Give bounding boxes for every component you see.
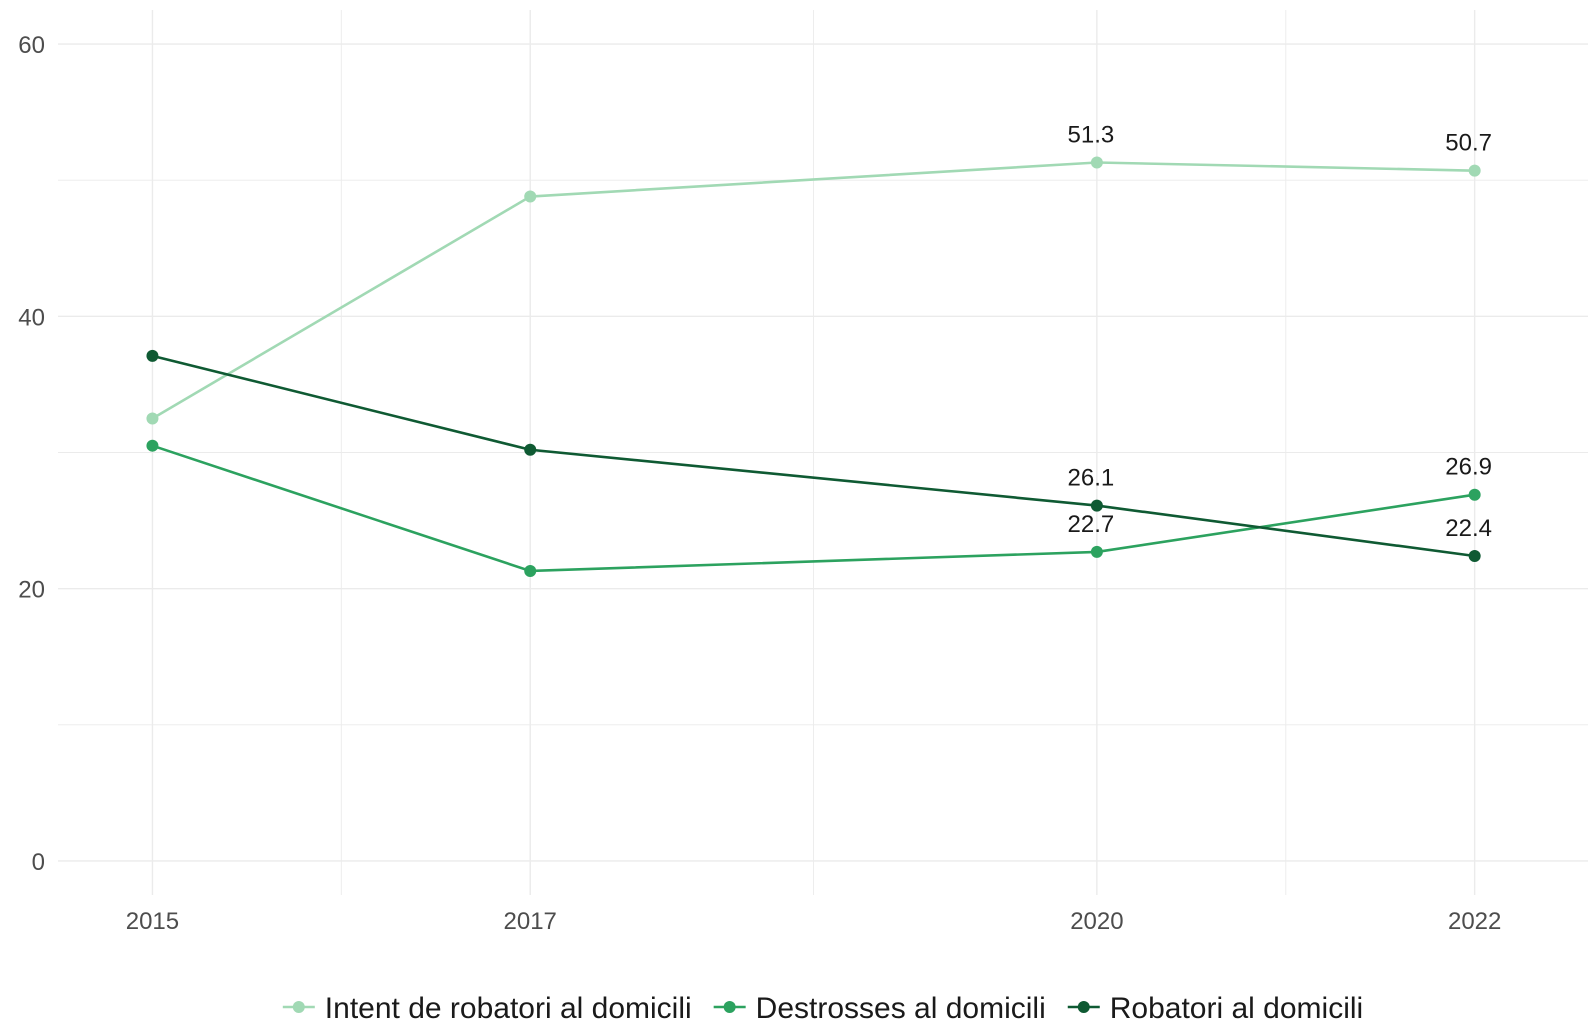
- y-tick-label: 60: [18, 32, 45, 59]
- legend-item: Destrosses al domicili: [713, 992, 1046, 1025]
- data-label: 51.3: [1068, 121, 1115, 148]
- legend-key-point: [723, 1001, 736, 1013]
- series-line: [151, 161, 1475, 420]
- legend-key-point: [1077, 1001, 1090, 1013]
- data-point: [1468, 488, 1481, 501]
- x-tick-label: 2020: [1070, 908, 1123, 935]
- y-axis: 0 20 40 60: [18, 32, 45, 876]
- data-point: [1468, 164, 1481, 177]
- data-point: [1468, 549, 1481, 562]
- legend-key-point: [292, 1001, 305, 1013]
- series-line: [152, 354, 1475, 558]
- x-tick-label: 2015: [126, 908, 179, 935]
- data-point: [1090, 156, 1103, 169]
- y-tick-label: 20: [18, 577, 45, 604]
- data-point: [1090, 499, 1103, 512]
- data-label: 50.7: [1445, 130, 1492, 157]
- data-point: [524, 443, 537, 456]
- legend-item: Intent de robatori al domicili: [282, 992, 692, 1025]
- data-point: [146, 439, 159, 452]
- data-label: 26.1: [1068, 465, 1115, 492]
- data-point: [146, 349, 159, 362]
- y-tick-label: 40: [18, 304, 45, 331]
- data-label: 22.7: [1068, 511, 1115, 538]
- series-layer: [146, 156, 1481, 577]
- y-tick-label: 0: [32, 849, 45, 876]
- legend-label: Robatori al domicili: [1110, 992, 1363, 1025]
- series-line: [152, 444, 1475, 573]
- data-point: [524, 564, 537, 577]
- grid: [58, 10, 1588, 895]
- x-tick-label: 2017: [504, 908, 557, 935]
- data-point: [1090, 545, 1103, 558]
- x-tick-label: 2022: [1448, 908, 1501, 935]
- legend-label: Destrosses al domicili: [756, 992, 1046, 1025]
- legend-label: Intent de robatori al domicili: [325, 992, 692, 1025]
- data-labels: 51.3 50.7 22.7 26.9 26.1 22.4: [1068, 121, 1492, 541]
- data-label: 26.9: [1445, 454, 1492, 481]
- legend: Intent de robatori al domicili Destrosses…: [282, 992, 1363, 1025]
- data-point: [146, 412, 159, 425]
- data-label: 22.4: [1445, 515, 1492, 542]
- data-point: [524, 190, 537, 203]
- legend-item: Robatori al domicili: [1067, 992, 1363, 1025]
- x-axis: 2015 2017 2020 2022: [126, 908, 1502, 935]
